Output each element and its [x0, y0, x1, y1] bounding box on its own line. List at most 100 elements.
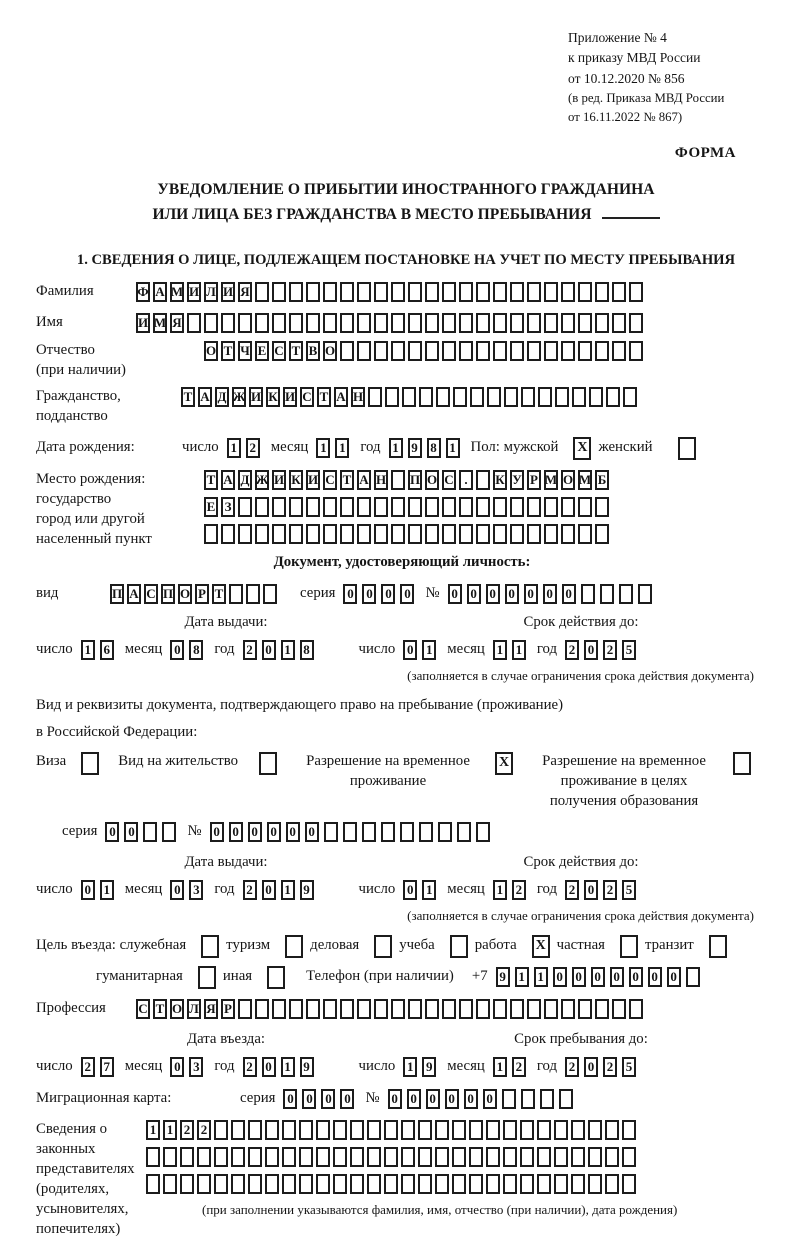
char-box[interactable]: [391, 469, 405, 490]
char-box[interactable]: Ж: [232, 386, 246, 407]
char-box[interactable]: [538, 386, 552, 407]
char-box[interactable]: [527, 341, 541, 361]
char-box[interactable]: 2: [245, 438, 260, 459]
char-box[interactable]: [520, 1146, 534, 1167]
char-box[interactable]: [214, 1119, 228, 1140]
char-box[interactable]: 5: [622, 1057, 637, 1078]
char-box[interactable]: 1: [514, 967, 529, 988]
char-box[interactable]: 1: [533, 967, 548, 988]
char-box[interactable]: 2: [565, 640, 580, 661]
char-box[interactable]: 0: [561, 584, 576, 605]
char-box[interactable]: [459, 312, 473, 333]
char-box[interactable]: [459, 523, 473, 544]
char-box[interactable]: 0: [552, 967, 567, 988]
char-box[interactable]: [527, 281, 541, 302]
char-box[interactable]: С: [144, 584, 158, 605]
char-box[interactable]: [571, 1173, 585, 1194]
char-box[interactable]: 2: [565, 1057, 580, 1078]
char-box[interactable]: [357, 523, 371, 544]
char-box[interactable]: [425, 341, 439, 361]
purpose-other-checkbox[interactable]: [267, 965, 286, 989]
char-box[interactable]: [622, 1119, 636, 1140]
char-box[interactable]: [399, 822, 414, 843]
char-box[interactable]: [612, 999, 626, 1020]
char-box[interactable]: К: [266, 386, 280, 407]
char-box[interactable]: [435, 1119, 449, 1140]
char-box[interactable]: [263, 584, 277, 605]
char-box[interactable]: [408, 341, 422, 361]
char-box[interactable]: [316, 1146, 330, 1167]
char-box[interactable]: [622, 1173, 636, 1194]
char-box[interactable]: [599, 584, 614, 605]
char-box[interactable]: [323, 999, 337, 1020]
char-box[interactable]: [204, 312, 218, 333]
char-box[interactable]: 0: [285, 822, 300, 843]
char-box[interactable]: [459, 496, 473, 517]
char-box[interactable]: [384, 1173, 398, 1194]
char-box[interactable]: 0: [304, 822, 319, 843]
char-box[interactable]: [289, 999, 303, 1020]
char-box[interactable]: [486, 1119, 500, 1140]
char-box[interactable]: 9: [495, 967, 510, 988]
char-box[interactable]: [255, 312, 269, 333]
char-box[interactable]: У: [510, 469, 524, 490]
char-box[interactable]: [265, 1146, 279, 1167]
char-box[interactable]: 7: [99, 1057, 114, 1078]
char-box[interactable]: М: [578, 469, 592, 490]
temp-residence-edu-checkbox[interactable]: [733, 751, 752, 775]
char-box[interactable]: [520, 1089, 535, 1110]
char-box[interactable]: [384, 1119, 398, 1140]
char-box[interactable]: Ж: [255, 469, 269, 490]
char-box[interactable]: 1: [388, 438, 403, 459]
char-box[interactable]: [248, 1173, 262, 1194]
char-box[interactable]: [442, 496, 456, 517]
char-box[interactable]: 0: [403, 880, 418, 901]
char-box[interactable]: [391, 999, 405, 1020]
char-box[interactable]: [238, 523, 252, 544]
char-box[interactable]: 2: [242, 1057, 257, 1078]
char-box[interactable]: [501, 1089, 516, 1110]
char-box[interactable]: [629, 312, 643, 333]
char-box[interactable]: [221, 312, 235, 333]
char-box[interactable]: [374, 523, 388, 544]
char-box[interactable]: Т: [289, 341, 303, 361]
char-box[interactable]: [180, 1146, 194, 1167]
char-box[interactable]: Л: [187, 999, 201, 1020]
sex-female-checkbox[interactable]: [677, 436, 696, 460]
char-box[interactable]: [544, 523, 558, 544]
char-box[interactable]: К: [493, 469, 507, 490]
char-box[interactable]: [374, 496, 388, 517]
char-box[interactable]: [306, 496, 320, 517]
char-box[interactable]: [503, 1119, 517, 1140]
char-box[interactable]: [214, 1146, 228, 1167]
char-box[interactable]: П: [161, 584, 175, 605]
char-box[interactable]: [578, 496, 592, 517]
char-box[interactable]: [561, 341, 575, 361]
char-box[interactable]: 2: [603, 640, 618, 661]
char-box[interactable]: Ф: [136, 281, 150, 302]
char-box[interactable]: [401, 1146, 415, 1167]
char-box[interactable]: 0: [343, 584, 358, 605]
char-box[interactable]: 0: [482, 1089, 497, 1110]
char-box[interactable]: [578, 312, 592, 333]
char-box[interactable]: [272, 999, 286, 1020]
char-box[interactable]: 0: [381, 584, 396, 605]
char-box[interactable]: 0: [362, 584, 377, 605]
char-box[interactable]: [493, 523, 507, 544]
char-box[interactable]: [595, 312, 609, 333]
char-box[interactable]: [537, 1146, 551, 1167]
char-box[interactable]: [459, 999, 473, 1020]
char-box[interactable]: А: [357, 469, 371, 490]
char-box[interactable]: 0: [584, 1057, 599, 1078]
char-box[interactable]: [469, 1119, 483, 1140]
purpose-humanitarian-checkbox[interactable]: [197, 965, 216, 989]
char-box[interactable]: [588, 1119, 602, 1140]
char-box[interactable]: [238, 312, 252, 333]
char-box[interactable]: 2: [511, 880, 526, 901]
char-box[interactable]: И: [136, 312, 150, 333]
char-box[interactable]: 9: [299, 880, 314, 901]
char-box[interactable]: [612, 341, 626, 361]
char-box[interactable]: [595, 999, 609, 1020]
char-box[interactable]: О: [178, 584, 192, 605]
char-box[interactable]: [357, 312, 371, 333]
